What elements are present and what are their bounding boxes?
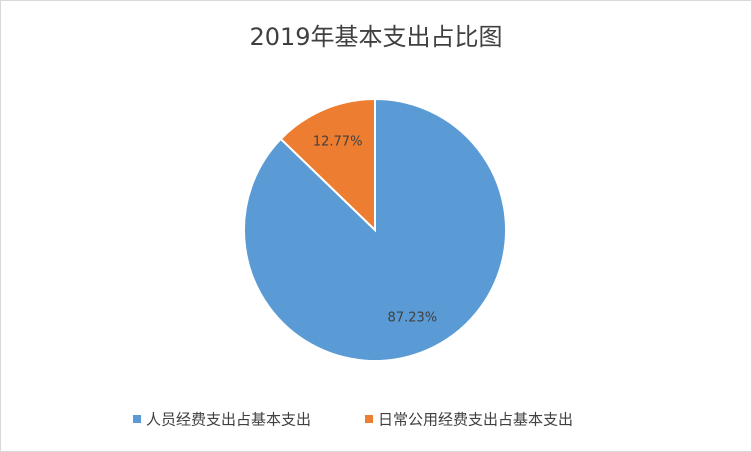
legend-marker: [365, 415, 373, 423]
pie-slice: [279, 97, 376, 233]
chart-title: 2019年基本支出占比图: [249, 23, 502, 51]
data-label: 12.77%: [313, 134, 363, 149]
data-label: 87.23%: [388, 311, 438, 326]
legend-label: 人员经费支出占基本支出: [146, 411, 311, 429]
legend-label: 日常公用经费支出占基本支出: [378, 411, 573, 429]
legend-marker: [133, 415, 141, 423]
